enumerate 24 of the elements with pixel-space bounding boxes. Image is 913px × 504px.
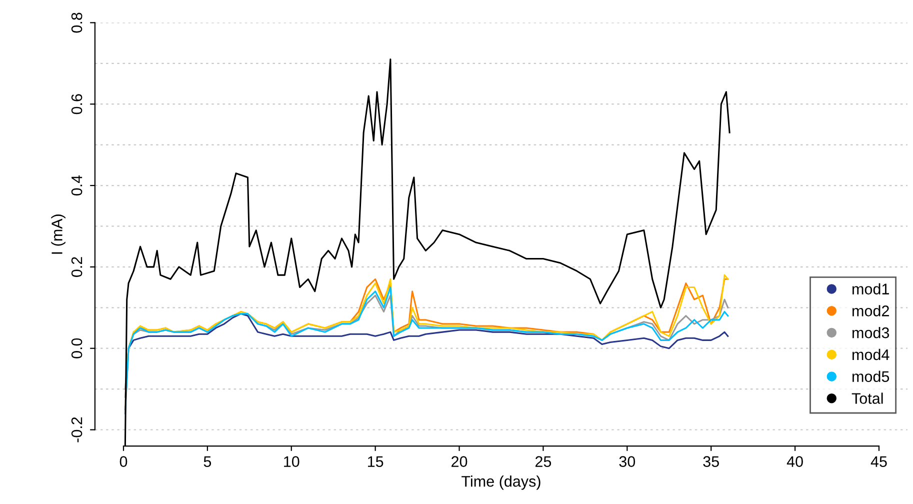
y-tick-label: -0.2 [71,417,82,442]
x-tick-label: 10 [284,456,300,467]
y-tick-label: 0.6 [71,94,82,114]
x-tick-label: 15 [368,456,384,467]
legend-label: Total [852,392,883,404]
x-tick-label: 5 [204,456,212,467]
x-tick-label: 20 [452,456,468,467]
legend-label: mod2 [852,305,889,316]
x-tick-label: 35 [703,456,719,467]
x-tick-label: 45 [870,456,887,467]
legend-label: mod5 [852,370,890,382]
legend-label: mod3 [852,327,890,338]
y-tick-label: 0.4 [71,175,82,196]
x-tick-label: 0 [120,456,128,467]
y-axis-title: I (mA) [51,214,66,254]
x-tick-label: 30 [619,456,636,467]
x-tick-label: 25 [535,456,552,467]
y-tick-label: 0.8 [71,12,82,33]
y-tick-label: 0.2 [71,257,82,277]
y-tick-label: 0.0 [71,338,82,358]
legend-label: mod1 [852,283,889,294]
x-tick-label: 40 [786,456,803,467]
legend-label: mod4 [852,348,890,360]
x-axis-title: Time (days) [462,476,540,490]
